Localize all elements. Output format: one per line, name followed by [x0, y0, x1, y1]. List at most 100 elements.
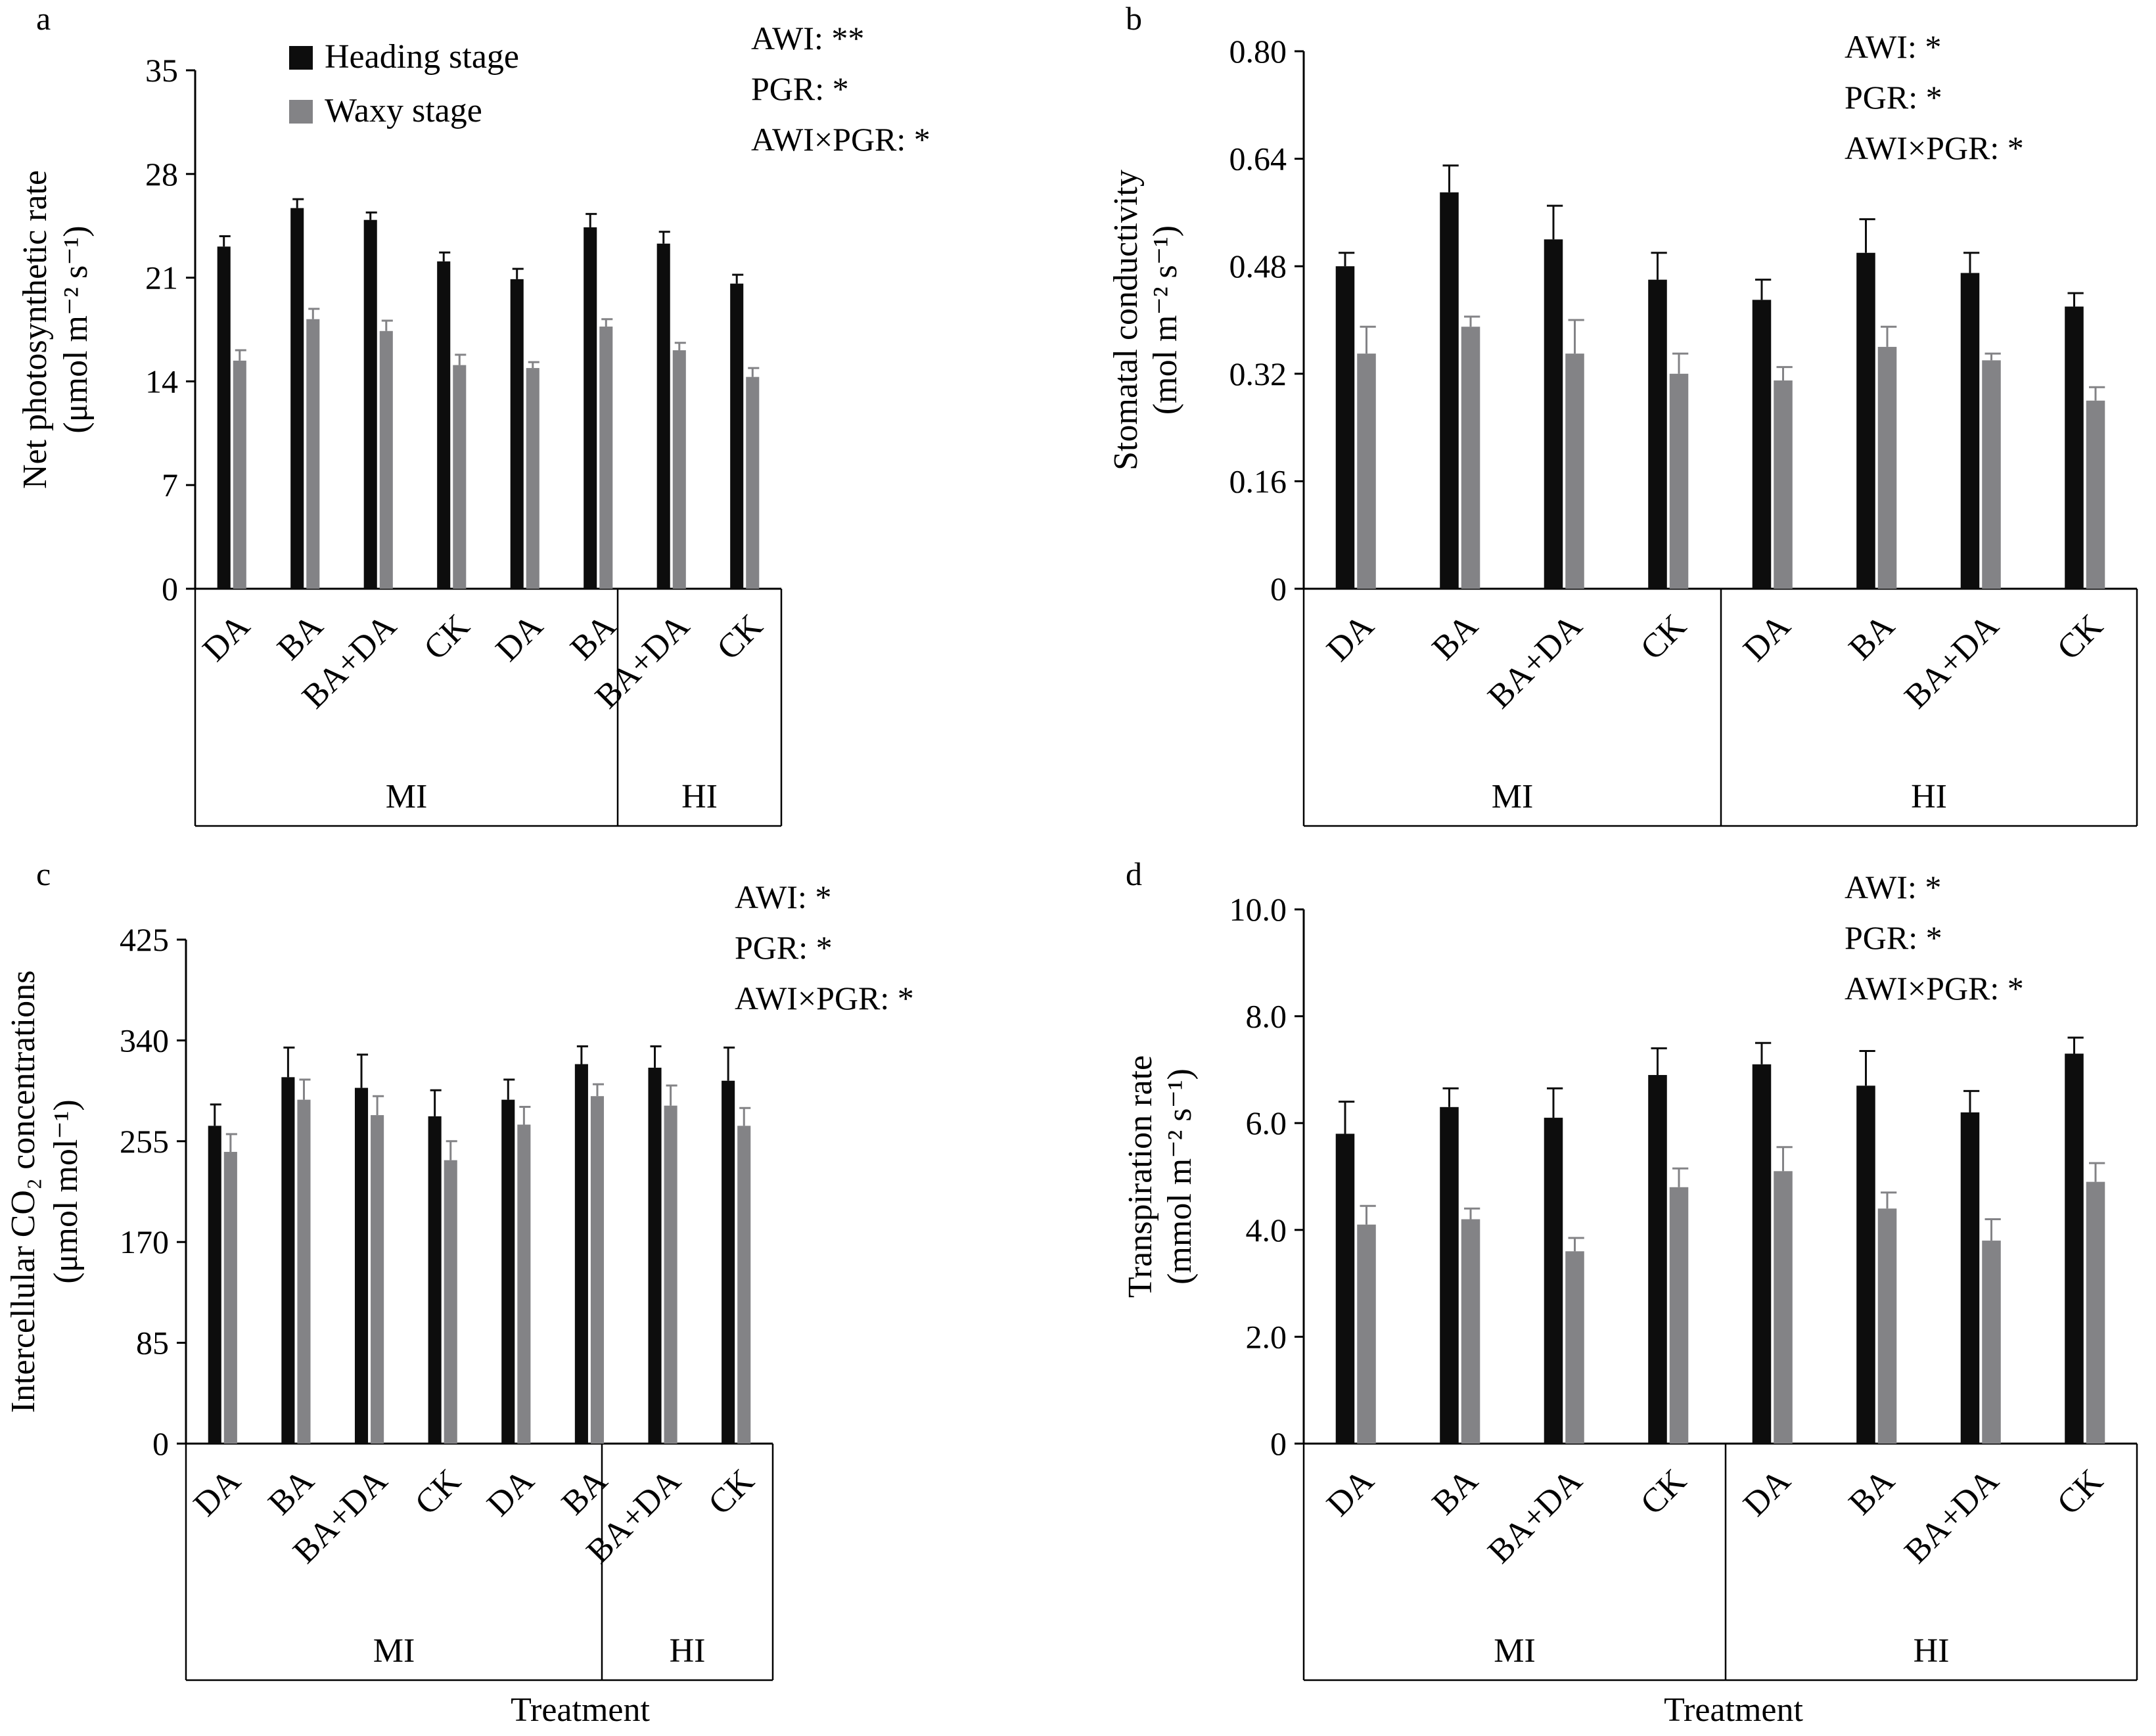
category-label: BA — [270, 607, 331, 668]
bar-heading — [363, 219, 377, 589]
stat-annotation: AWI: * — [735, 879, 831, 915]
legend-label: Heading stage — [325, 38, 519, 76]
bar-waxy — [306, 319, 320, 589]
category-label: CK — [1634, 607, 1694, 668]
legend-label: Waxy stage — [325, 92, 482, 129]
category-label: BA+DA — [1898, 607, 2007, 716]
bar-waxy — [526, 368, 539, 589]
bar-waxy — [1774, 1171, 1793, 1444]
bar-waxy — [1982, 360, 2001, 589]
y-tick-label: 0.48 — [1229, 248, 1287, 285]
bar-waxy — [297, 1099, 311, 1444]
y-tick-label: 2.0 — [1246, 1318, 1287, 1355]
bar-heading — [437, 261, 451, 589]
bar-waxy — [746, 377, 760, 589]
category-label: BA+DA — [1481, 607, 1590, 716]
group-label: MI — [1492, 778, 1534, 815]
y-tick-label: 4.0 — [1246, 1212, 1287, 1248]
bar-waxy — [371, 1115, 384, 1444]
category-label: DA — [196, 607, 258, 669]
bar-heading — [574, 1064, 588, 1444]
bar-heading — [656, 243, 670, 589]
y-tick-label: 0.32 — [1229, 355, 1287, 392]
y-tick-label: 35 — [145, 52, 178, 89]
category-label: CK — [417, 607, 477, 668]
legend-swatch — [289, 100, 313, 124]
panel-letter: c — [36, 856, 51, 892]
bar-heading — [722, 1080, 735, 1444]
category-label: BA — [1425, 607, 1486, 668]
y-tick-label: 0.80 — [1229, 33, 1287, 70]
stat-annotation: AWI: * — [1845, 869, 1941, 905]
y-tick-label: 85 — [136, 1325, 169, 1361]
bar-waxy — [1669, 373, 1689, 589]
bar-heading — [290, 208, 304, 589]
panel-letter: d — [1126, 856, 1142, 892]
group-label: HI — [1911, 778, 1947, 815]
category-label: CK — [2050, 607, 2111, 668]
bar-heading — [1752, 1064, 1772, 1444]
bar-heading — [1544, 1118, 1563, 1444]
bar-waxy — [1669, 1187, 1689, 1444]
bar-heading — [1856, 1085, 1875, 1444]
stat-annotation: AWI: * — [1845, 28, 1941, 65]
stat-annotation: PGR: * — [1845, 919, 1942, 956]
bar-heading — [428, 1116, 442, 1444]
legend-swatch — [289, 46, 313, 70]
bar-heading — [1960, 273, 1980, 589]
bar-heading — [1856, 252, 1875, 589]
bar-heading — [1440, 192, 1459, 589]
bar-waxy — [664, 1105, 677, 1444]
bar-waxy — [379, 331, 393, 589]
group-label: MI — [386, 778, 428, 815]
bar-waxy — [233, 360, 246, 589]
bar-waxy — [1565, 354, 1584, 589]
bar-waxy — [1982, 1241, 2001, 1444]
y-axis-title: Stomatal conductivity — [1107, 170, 1145, 470]
category-label: DA — [1319, 1462, 1381, 1524]
bar-waxy — [453, 365, 467, 589]
bar-heading — [354, 1087, 369, 1444]
bar-heading — [2065, 1053, 2084, 1444]
bar-heading — [281, 1077, 295, 1444]
category-label: DA — [480, 1462, 541, 1524]
bar-heading — [1335, 1133, 1355, 1444]
bar-waxy — [1461, 327, 1480, 589]
bar-heading — [1648, 1075, 1667, 1444]
y-tick-label: 0 — [162, 570, 178, 607]
bar-heading — [510, 279, 524, 589]
stat-annotation: PGR: * — [751, 70, 849, 107]
bar-heading — [501, 1099, 515, 1444]
panel-letter: a — [36, 0, 51, 37]
y-axis-unit: (μmol mol⁻¹) — [47, 1099, 85, 1283]
y-tick-label: 0.16 — [1229, 463, 1287, 499]
y-axis-unit: (mol m⁻² s⁻¹) — [1147, 225, 1184, 415]
legend: Heading stage Waxy stage — [289, 38, 519, 129]
bar-waxy — [444, 1160, 457, 1444]
category-label: CK — [701, 1462, 762, 1522]
category-label: DA — [489, 607, 551, 669]
bar-waxy — [1357, 1224, 1376, 1444]
y-tick-label: 6.0 — [1246, 1105, 1287, 1141]
category-label: DA — [1736, 607, 1798, 669]
panel-b: b 0 0.16 0.32 0.48 0.64 0.80 Stomatal conductiv… — [1107, 0, 2138, 827]
category-label: BA — [1842, 1462, 1902, 1522]
y-axis-unit: (mmol m⁻² s⁻¹) — [1161, 1068, 1199, 1285]
bar-waxy — [1877, 1208, 1897, 1444]
x-axis-title: Treatment — [1664, 1691, 1803, 1729]
category-label: DA — [1319, 607, 1381, 669]
y-axis-title: Net photosynthetic rate — [16, 170, 54, 489]
y-tick-label: 28 — [145, 156, 178, 193]
y-tick-label: 0 — [1270, 570, 1287, 607]
bar-heading — [217, 246, 231, 589]
bar-heading — [584, 227, 597, 589]
category-label: BA — [262, 1462, 322, 1522]
panel-c: c 0 85 170 255 340 425 Intercellular CO₂ concen… — [5, 856, 914, 1729]
category-label: BA — [563, 607, 624, 668]
group-label: MI — [1494, 1632, 1536, 1670]
bar-waxy — [1877, 346, 1897, 589]
bar-waxy — [517, 1124, 531, 1444]
x-axis-title: Treatment — [511, 1691, 650, 1729]
bar-heading — [1544, 239, 1563, 589]
category-label: BA+DA — [1481, 1462, 1590, 1571]
